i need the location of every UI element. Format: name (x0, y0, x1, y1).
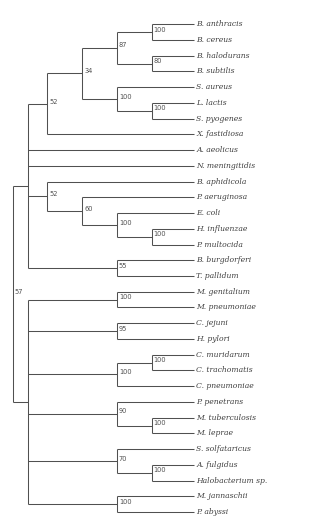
Text: P. penetrans: P. penetrans (196, 398, 243, 406)
Text: 100: 100 (119, 219, 131, 225)
Text: 57: 57 (14, 289, 23, 295)
Text: C. jejuni: C. jejuni (196, 319, 228, 327)
Text: 100: 100 (154, 105, 166, 111)
Text: B. burgdorferi: B. burgdorferi (196, 257, 252, 264)
Text: 95: 95 (119, 326, 127, 332)
Text: M. genitalium: M. genitalium (196, 288, 250, 296)
Text: P. multocida: P. multocida (196, 241, 243, 249)
Text: H. influenzae: H. influenzae (196, 225, 248, 233)
Text: 100: 100 (154, 357, 166, 363)
Text: L. lactis: L. lactis (196, 99, 227, 107)
Text: 100: 100 (154, 26, 166, 33)
Text: T. pallidum: T. pallidum (196, 272, 239, 280)
Text: 100: 100 (119, 499, 131, 505)
Text: 80: 80 (154, 58, 162, 64)
Text: S. solfataricus: S. solfataricus (196, 445, 251, 453)
Text: B. subtilis: B. subtilis (196, 67, 235, 75)
Text: 34: 34 (84, 68, 92, 74)
Text: 60: 60 (84, 206, 92, 211)
Text: M. leprae: M. leprae (196, 429, 233, 437)
Text: P. aeruginosa: P. aeruginosa (196, 193, 247, 201)
Text: 100: 100 (154, 467, 166, 473)
Text: A. aeolicus: A. aeolicus (196, 146, 238, 154)
Text: 70: 70 (119, 456, 127, 462)
Text: B. halodurans: B. halodurans (196, 51, 250, 60)
Text: M. pneumoniae: M. pneumoniae (196, 304, 256, 312)
Text: E. coli: E. coli (196, 209, 220, 217)
Text: 55: 55 (119, 263, 127, 269)
Text: N. meningitidis: N. meningitidis (196, 162, 255, 170)
Text: 100: 100 (119, 94, 131, 100)
Text: 87: 87 (119, 42, 127, 48)
Text: S. aureus: S. aureus (196, 83, 232, 91)
Text: S. pyogenes: S. pyogenes (196, 114, 242, 122)
Text: 90: 90 (119, 409, 127, 414)
Text: M. tuberculosis: M. tuberculosis (196, 414, 256, 422)
Text: 100: 100 (119, 294, 131, 301)
Text: C. muridarum: C. muridarum (196, 351, 250, 359)
Text: M. jannaschii: M. jannaschii (196, 492, 248, 500)
Text: C. trachomatis: C. trachomatis (196, 366, 253, 375)
Text: C. pneumoniae: C. pneumoniae (196, 382, 254, 390)
Text: B. aphidicola: B. aphidicola (196, 178, 247, 186)
Text: 100: 100 (154, 231, 166, 237)
Text: A. fulgidus: A. fulgidus (196, 461, 238, 469)
Text: Halobacterium sp.: Halobacterium sp. (196, 476, 267, 484)
Text: 52: 52 (49, 99, 58, 104)
Text: B. cereus: B. cereus (196, 36, 232, 44)
Text: P. abyssi: P. abyssi (196, 508, 228, 516)
Text: B. anthracis: B. anthracis (196, 20, 243, 28)
Text: H. pylori: H. pylori (196, 335, 230, 343)
Text: 52: 52 (49, 191, 58, 197)
Text: X. fastidiosa: X. fastidiosa (196, 130, 244, 138)
Text: 100: 100 (154, 420, 166, 426)
Text: 100: 100 (119, 369, 131, 375)
